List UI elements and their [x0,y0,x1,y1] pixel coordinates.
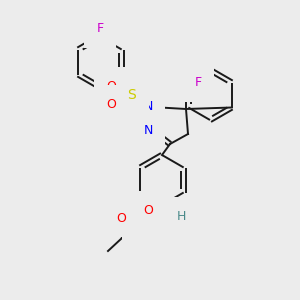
Text: F: F [195,76,202,89]
Text: F: F [96,22,103,35]
Text: N: N [143,100,153,113]
Text: O: O [116,212,126,224]
Text: S: S [136,217,144,231]
Text: O: O [106,98,116,110]
Text: H: H [176,209,186,223]
Text: O: O [106,80,116,92]
Text: N: N [143,124,153,136]
Text: O: O [143,203,153,217]
Text: S: S [127,88,135,102]
Text: N: N [165,209,175,223]
